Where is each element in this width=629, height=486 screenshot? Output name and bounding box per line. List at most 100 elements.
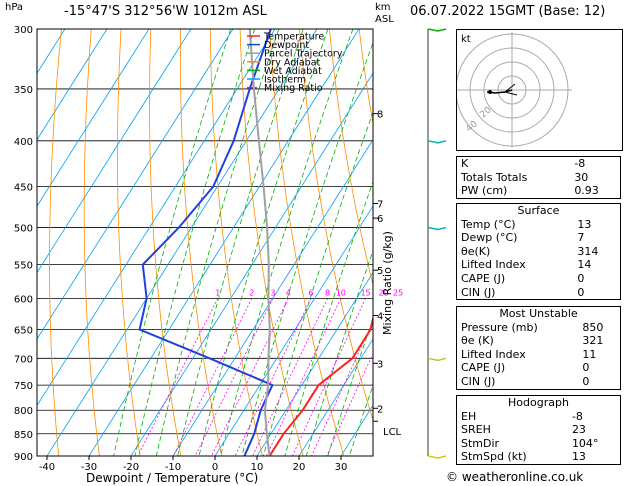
pressure-tick-label: 550 — [14, 261, 33, 272]
legend-label: Dewpoint — [264, 40, 309, 51]
index-value: 0 — [582, 361, 590, 375]
pressure-tick-label: 400 — [14, 137, 33, 148]
wet-adiabat-line — [177, 29, 304, 456]
sounding-datetime: 06.07.2022 15GMT (Base: 12) — [410, 4, 606, 19]
pressure-tick-label: 650 — [14, 326, 33, 337]
index-value: 0 — [577, 285, 585, 299]
index-name: StmSpd (kt) — [461, 450, 527, 464]
temperature-tick-label: -10 — [165, 462, 181, 473]
wind-barb — [427, 140, 447, 144]
pressure-tick-label: 300 — [14, 25, 33, 36]
wet-adiabat-line — [198, 29, 329, 456]
mixing-ratio-line — [194, 298, 274, 456]
index-name: CIN (J) — [461, 285, 496, 299]
index-name: θe (K) — [461, 334, 494, 348]
index-value: 11 — [582, 347, 597, 361]
index-value: 30 — [574, 170, 589, 184]
index-row: CAPE (J) 0 — [457, 361, 621, 375]
mixing-ratio-line — [311, 320, 373, 456]
isotherm-line — [214, 205, 373, 456]
pressure-tick-label: 750 — [14, 381, 33, 392]
isotherm-line — [37, 29, 150, 207]
parcel-trajectory-profile — [248, 29, 271, 456]
index-row: CAPE (J) 0 — [457, 272, 621, 286]
height-axis-unit: km ASL — [375, 2, 394, 26]
isotherm-line — [88, 29, 360, 456]
mixing-ratio-line — [326, 352, 373, 456]
plot-frame — [36, 28, 374, 457]
index-row: PW (cm) 0.93 — [457, 184, 621, 198]
pressure-tick-label: 600 — [14, 294, 33, 305]
dry-adiabat-line — [149, 29, 182, 456]
isotherm-line — [298, 338, 373, 456]
isotherm-line — [37, 29, 234, 340]
temperature-tick-label: 10 — [251, 462, 264, 473]
index-row: K -8 — [457, 157, 621, 171]
mixing-ratio-label: 3 — [270, 288, 275, 297]
station-location: -15°47'S 312°56'W 1012m ASL — [64, 4, 267, 19]
index-row: θe(K) 314 — [457, 245, 621, 259]
section-title: Hodograph — [508, 396, 569, 409]
index-value: 14 — [577, 258, 592, 272]
hodograph-plot: kt 40 20 — [455, 32, 572, 148]
index-name: K — [461, 157, 469, 170]
wind-barb — [427, 226, 447, 231]
pressure-tick-label: 450 — [14, 183, 33, 194]
pressure-tick-label: 350 — [14, 85, 33, 96]
index-name: Temp (°C) — [461, 217, 516, 231]
hodograph-panel: kt 40 20 — [455, 29, 623, 151]
legend-label: Wet Adiabat — [264, 66, 322, 77]
wet-adiabat-line — [113, 29, 231, 456]
dry-adiabat-line — [117, 29, 141, 456]
storm-motion-arrow — [504, 83, 516, 93]
wet-adiabat-line — [155, 29, 280, 456]
index-row: Temp (°C) 13 — [457, 218, 621, 232]
section-title: Most Unstable — [499, 307, 578, 320]
mixing-ratio-line — [292, 298, 366, 456]
mixing-ratio-label: 8 — [325, 288, 330, 297]
index-name: θe(K) — [461, 244, 491, 258]
dewpoint-profile — [138, 29, 274, 456]
pressure-tick-label: 800 — [14, 406, 33, 417]
index-value: 0 — [582, 374, 590, 388]
hodograph-indices: Hodograph EH -8 SREH 23 StmDir 104° StmSpd … — [456, 395, 621, 465]
storm-motion-arrow — [504, 91, 518, 96]
x-axis-label: Dewpoint / Temperature (°C) — [86, 471, 259, 485]
index-value: 321 — [582, 334, 604, 348]
wind-barb — [427, 455, 447, 459]
index-row: Dewp (°C) 7 — [457, 231, 621, 245]
temperature-tick-label: -40 — [39, 462, 55, 473]
index-name: CAPE (J) — [461, 361, 506, 375]
credit-text: © weatheronline.co.uk — [446, 470, 584, 484]
height-tick-label: 5 — [377, 266, 383, 277]
temperature-tick-label: 30 — [335, 462, 348, 473]
legend-label: Mixing Ratio — [264, 83, 323, 94]
index-name: Totals Totals — [461, 170, 528, 184]
storm-motion-point — [488, 90, 492, 94]
km-unit: km — [375, 2, 391, 13]
diagram-axes: 1 2 3 4 6 8 10 15 20 2530035040045050055060065070… — [14, 25, 403, 473]
mixing-ratio-label: 6 — [308, 288, 313, 297]
mixing-ratio-label: 4 — [286, 288, 291, 297]
index-row: StmSpd (kt) 13 — [457, 450, 621, 464]
mixing-ratio-line — [137, 298, 219, 456]
dry-adiabat-line — [358, 29, 373, 126]
mixing-ratio-label: 25 — [393, 288, 403, 297]
sounding-profiles — [138, 29, 373, 456]
wet-adiabat-line — [262, 111, 373, 456]
index-row: Lifted Index 11 — [457, 348, 621, 362]
index-name: StmDir — [461, 436, 500, 450]
mixing-ratio-label: 20 — [379, 288, 389, 297]
mixing-ratio-axis-label: Mixing Ratio (g/kg) — [381, 231, 394, 335]
temperature-tick-label: -30 — [81, 462, 97, 473]
wind-barb — [427, 357, 447, 362]
index-row: StmDir 104° — [457, 437, 621, 451]
index-value: 13 — [577, 217, 592, 231]
mixing-ratio-line — [252, 298, 328, 456]
index-value: 850 — [582, 320, 604, 334]
index-value: 7 — [577, 231, 585, 245]
index-value: 13 — [571, 450, 586, 464]
height-tick-label: 3 — [377, 359, 383, 370]
